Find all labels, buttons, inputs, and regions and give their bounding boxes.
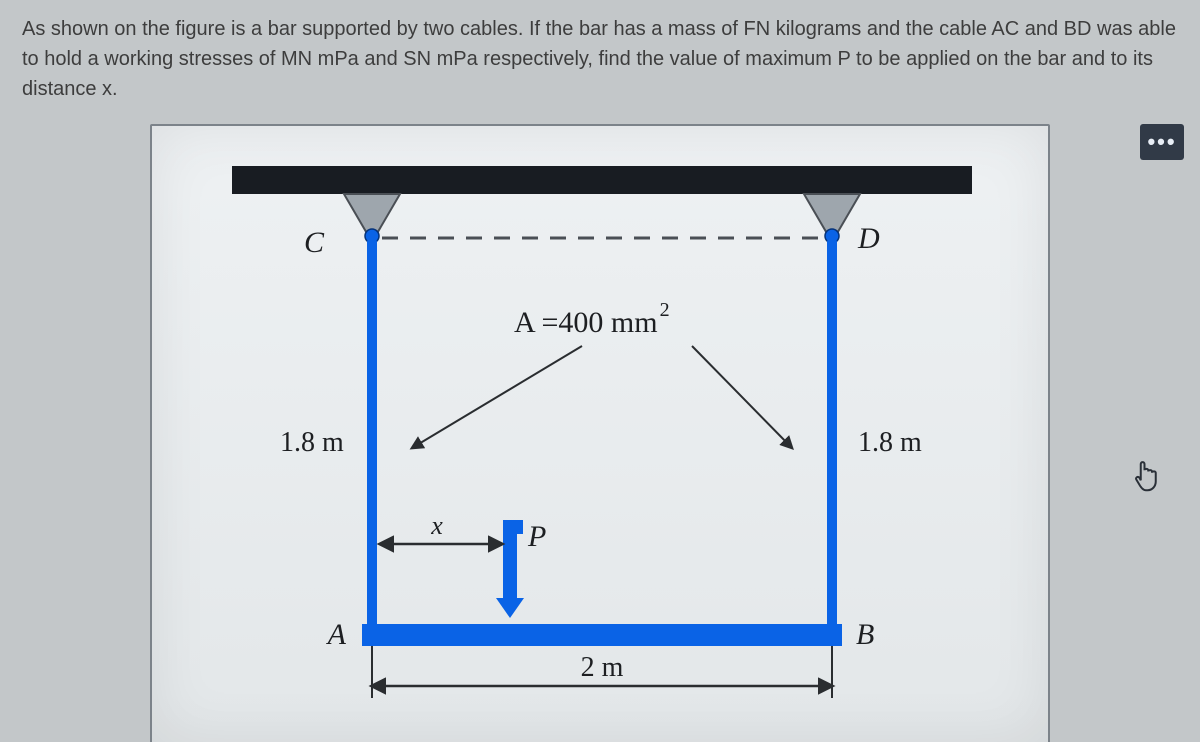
figure-container: ••• C D A =400 mm2 1.8 m 1.8 m A B Px 2 m (20, 120, 1180, 742)
svg-text:2: 2 (660, 299, 670, 321)
cable-bar-diagram: C D A =400 mm2 1.8 m 1.8 m A B Px 2 m (152, 126, 1052, 742)
svg-text:A: A (326, 618, 347, 651)
more-options-button[interactable]: ••• (1140, 124, 1184, 160)
pointer-cursor-icon (1132, 456, 1162, 492)
svg-text:2 m: 2 m (581, 652, 624, 683)
svg-text:C: C (304, 226, 325, 259)
svg-text:P: P (527, 520, 546, 553)
svg-text:x: x (430, 511, 443, 540)
svg-text:A =400 mm: A =400 mm (514, 306, 658, 339)
svg-text:B: B (856, 618, 874, 651)
svg-text:1.8 m: 1.8 m (280, 427, 344, 458)
more-icon: ••• (1147, 129, 1176, 155)
svg-text:D: D (857, 222, 880, 255)
figure-panel: C D A =400 mm2 1.8 m 1.8 m A B Px 2 m (150, 124, 1050, 742)
svg-text:1.8 m: 1.8 m (858, 427, 922, 458)
problem-statement: As shown on the figure is a bar supporte… (0, 0, 1200, 114)
